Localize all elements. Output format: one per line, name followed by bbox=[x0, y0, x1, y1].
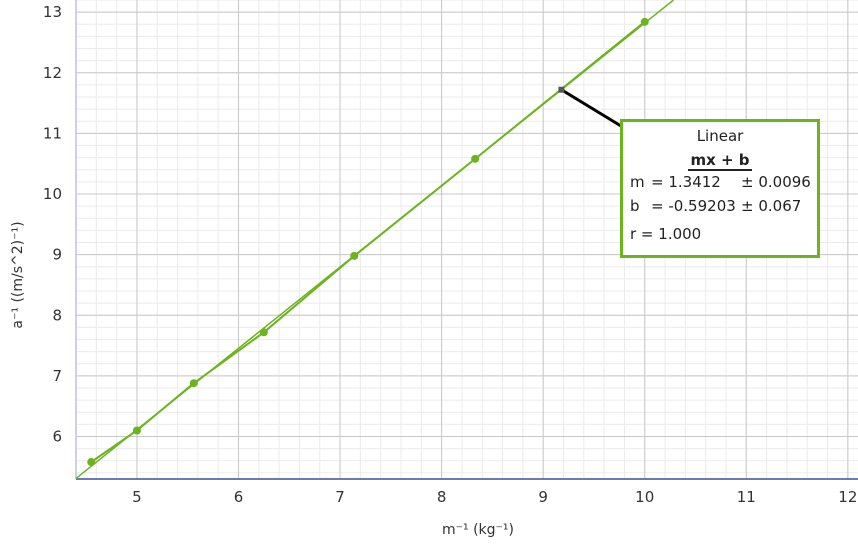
fit-slope-error: ± 0.0096 bbox=[741, 173, 811, 191]
fit-slope-label: m bbox=[630, 173, 645, 191]
axes bbox=[75, 0, 858, 480]
x-tick-label: 10 bbox=[635, 488, 654, 506]
x-tick-label: 11 bbox=[737, 488, 756, 506]
fit-leader-line bbox=[560, 88, 622, 128]
fit-intercept-error: ± 0.067 bbox=[741, 197, 802, 215]
data-point bbox=[189, 379, 198, 388]
data-point bbox=[350, 251, 359, 260]
x-tick-labels: 5 6 7 8 9 10 11 12 bbox=[132, 488, 857, 506]
y-tick-label: 7 bbox=[52, 367, 62, 385]
y-tick-label: 12 bbox=[43, 64, 62, 82]
y-axis-title: a⁻¹ ((m/s^2)⁻¹) bbox=[10, 221, 26, 328]
fit-anchor-marker bbox=[558, 86, 565, 93]
fit-intercept-value: = -0.59203 bbox=[651, 197, 736, 215]
y-tick-label: 6 bbox=[52, 428, 62, 446]
fit-slope-value: = 1.3412 bbox=[651, 173, 721, 191]
y-tick-label: 8 bbox=[52, 306, 62, 324]
fit-correlation: r = 1.000 bbox=[630, 225, 702, 243]
fit-results-box[interactable]: Linear mx + b m = 1.3412 ± 0.0096 b = -0… bbox=[620, 119, 820, 258]
fit-name: Linear bbox=[696, 127, 744, 145]
x-tick-label: 8 bbox=[437, 488, 447, 506]
x-tick-label: 5 bbox=[132, 488, 142, 506]
x-tick-label: 9 bbox=[538, 488, 548, 506]
y-tick-label: 9 bbox=[52, 246, 62, 264]
fit-formula: mx + b bbox=[623, 151, 817, 171]
data-point bbox=[259, 328, 268, 337]
data-point bbox=[471, 154, 480, 163]
data-point bbox=[87, 458, 96, 467]
fit-intercept-label: b bbox=[630, 197, 640, 215]
x-tick-label: 7 bbox=[335, 488, 345, 506]
y-tick-label: 10 bbox=[43, 185, 62, 203]
x-tick-label: 12 bbox=[838, 488, 857, 506]
y-tick-labels: 6 7 8 9 10 11 12 13 bbox=[43, 3, 62, 445]
data-point bbox=[132, 426, 141, 435]
y-tick-label: 11 bbox=[43, 124, 62, 142]
data-point bbox=[640, 17, 649, 26]
y-tick-label: 13 bbox=[43, 3, 62, 21]
plot-area bbox=[75, 0, 674, 480]
x-tick-label: 6 bbox=[234, 488, 244, 506]
x-axis-title: m⁻¹ (kg⁻¹) bbox=[442, 522, 514, 538]
fit-formula-text: mx + b bbox=[688, 151, 752, 171]
